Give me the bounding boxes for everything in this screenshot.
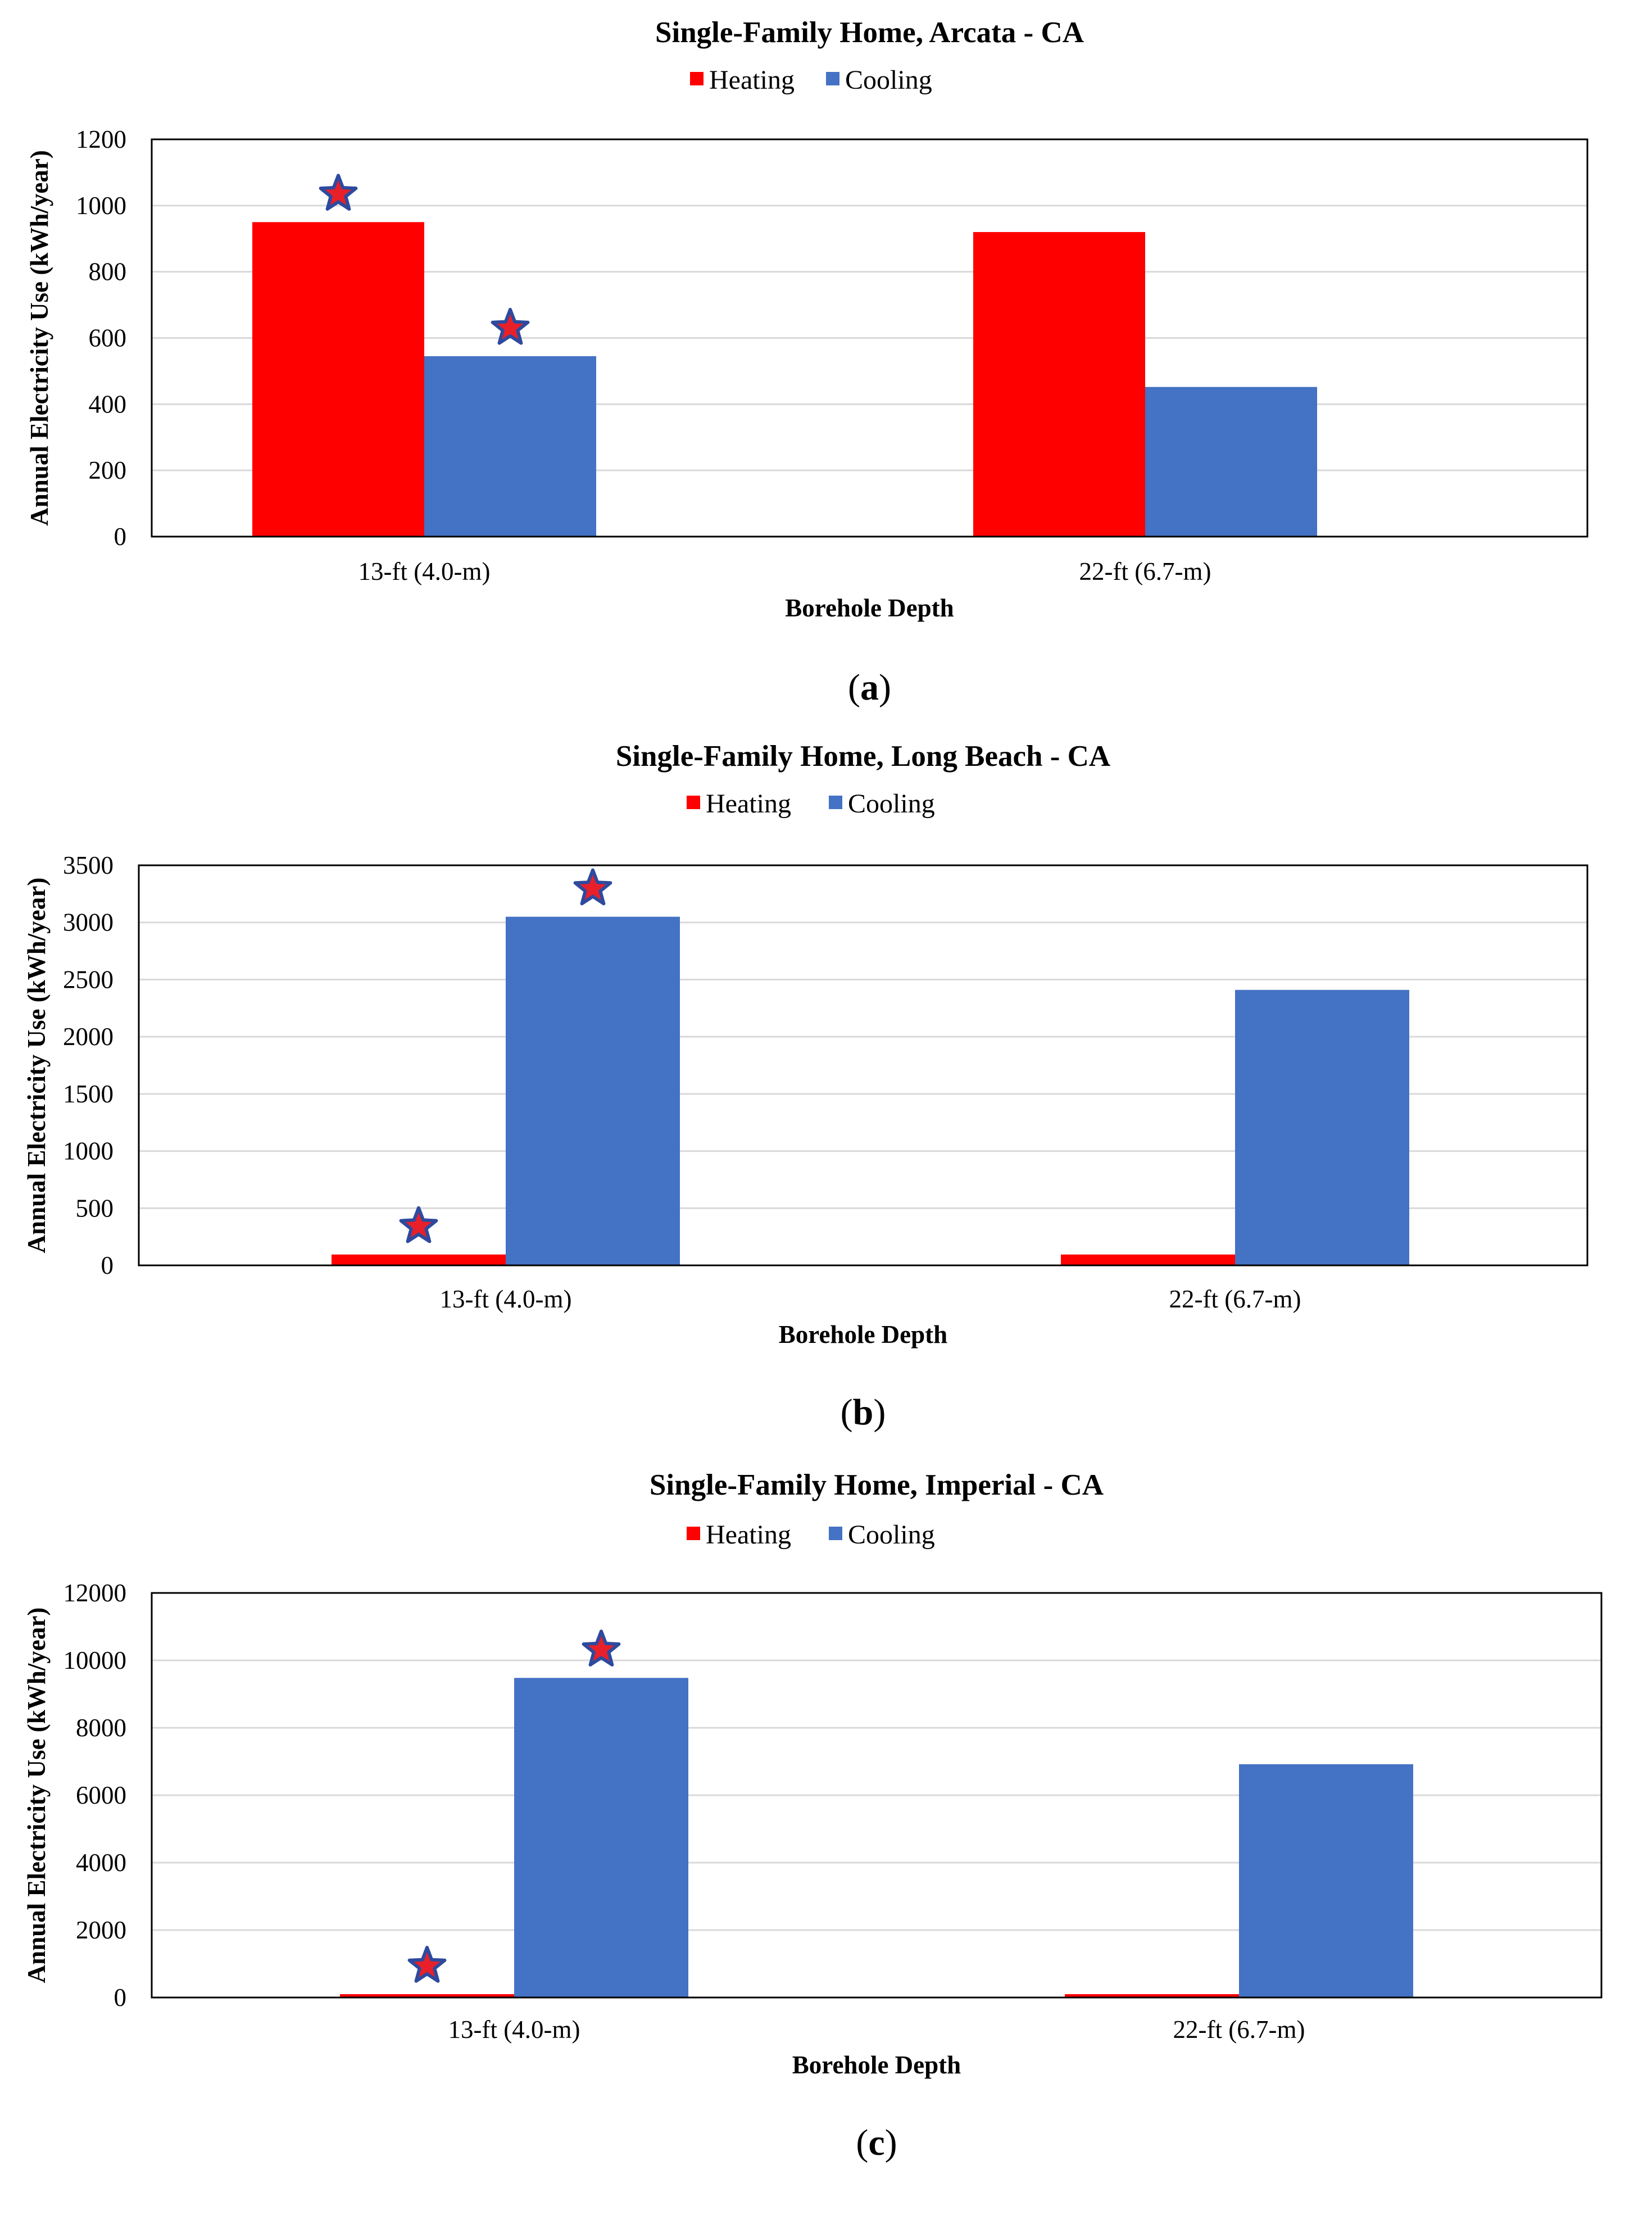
- x-axis-title: Borehole Depth: [779, 1320, 947, 1349]
- y-axis-title: Annual Electricity Use (kWh/year): [25, 150, 53, 526]
- bar-heating-1: [340, 1994, 514, 1998]
- legend-label-cooling: Cooling: [848, 1520, 935, 1550]
- y-tick-label: 6000: [76, 1781, 126, 1809]
- chart-panel-b: Single-Family Home, Long Beach - CA Heati…: [22, 740, 1589, 1433]
- x-tick-label: 13-ft (4.0-m): [448, 2015, 580, 2044]
- y-tick-label: 1000: [76, 192, 126, 220]
- legend: Heating Cooling: [690, 65, 932, 95]
- y-tick-label: 800: [89, 258, 127, 286]
- x-tick-label: 13-ft (4.0-m): [440, 1285, 572, 1313]
- plot-area-frame: [151, 1592, 1603, 1999]
- bar-heating-2: [1061, 1254, 1235, 1265]
- legend-label-heating: Heating: [706, 789, 791, 819]
- legend-swatch-cooling: [829, 796, 842, 809]
- legend-label-cooling: Cooling: [845, 65, 932, 95]
- legend-swatch-cooling: [829, 1527, 842, 1540]
- star-marker: [399, 1206, 438, 1243]
- legend-label-cooling: Cooling: [848, 789, 935, 819]
- bar-cooling-1: [506, 916, 680, 1265]
- star-marker: [582, 1629, 621, 1667]
- y-tick-label: 8000: [76, 1714, 126, 1742]
- legend-label-heating: Heating: [709, 65, 795, 95]
- chart-panel-c: Single-Family Home, Imperial - CA Heating…: [22, 1469, 1603, 2163]
- star-marker: [573, 868, 612, 906]
- panel-caption: (c): [856, 2122, 897, 2163]
- star-marker: [491, 307, 530, 345]
- y-tick-label: 500: [76, 1194, 114, 1222]
- panel-caption: (b): [841, 1392, 886, 1433]
- y-tick-label: 1200: [76, 125, 126, 153]
- y-axis-title: Annual Electricity Use (kWh/year): [22, 1608, 51, 1983]
- chart-title: Single-Family Home, Long Beach - CA: [616, 740, 1110, 773]
- y-tick-label: 0: [114, 1983, 127, 2012]
- y-tick-label: 3500: [63, 851, 114, 879]
- legend: Heating Cooling: [687, 789, 935, 819]
- chart-title: Single-Family Home, Imperial - CA: [650, 1469, 1104, 1501]
- x-axis-title: Borehole Depth: [792, 2051, 961, 2079]
- star-marker: [319, 174, 358, 211]
- y-tick-label: 2000: [63, 1023, 114, 1051]
- plot-area-frame: [138, 864, 1589, 1266]
- x-tick-label: 13-ft (4.0-m): [358, 557, 491, 585]
- chart-title: Single-Family Home, Arcata - CA: [655, 16, 1084, 49]
- bar-heating-1: [332, 1254, 506, 1265]
- y-tick-label: 2000: [76, 1916, 126, 1944]
- y-tick-label: 0: [114, 523, 127, 551]
- legend-swatch-cooling: [826, 72, 839, 85]
- legend: Heating Cooling: [687, 1520, 935, 1550]
- bar-heating-1: [252, 222, 424, 537]
- y-tick-label: 400: [89, 390, 127, 418]
- y-tick-label: 0: [101, 1251, 114, 1279]
- bar-cooling-2: [1145, 387, 1317, 537]
- y-tick-label: 1000: [63, 1137, 114, 1165]
- bar-cooling-1: [424, 356, 596, 537]
- y-tick-label: 3000: [63, 909, 114, 937]
- bar-heating-2: [1065, 1994, 1239, 1998]
- y-axis-title: Annual Electricity Use (kWh/year): [22, 878, 51, 1254]
- panel-caption: (a): [848, 667, 891, 708]
- legend-swatch-heating: [687, 796, 700, 809]
- x-axis-title: Borehole Depth: [785, 594, 954, 622]
- legend-swatch-heating: [687, 1527, 700, 1540]
- plot-area-frame: [151, 138, 1589, 538]
- bar-cooling-1: [514, 1678, 688, 1998]
- y-tick-label: 10000: [63, 1646, 127, 1674]
- y-tick-label: 200: [89, 456, 127, 484]
- legend-label-heating: Heating: [706, 1520, 791, 1550]
- y-tick-label: 2500: [63, 965, 114, 993]
- bar-cooling-2: [1239, 1764, 1413, 1998]
- bar-cooling-2: [1235, 989, 1409, 1265]
- y-tick-label: 12000: [63, 1579, 127, 1607]
- legend-swatch-heating: [690, 72, 704, 85]
- x-tick-label: 22-ft (6.7-m): [1079, 557, 1211, 585]
- chart-panel-a: Single-Family Home, Arcata - CA Heating Co…: [25, 16, 1589, 708]
- y-tick-label: 4000: [76, 1849, 126, 1877]
- bar-heating-2: [973, 231, 1145, 537]
- x-tick-label: 22-ft (6.7-m): [1173, 2015, 1305, 2044]
- y-tick-label: 1500: [63, 1080, 114, 1108]
- y-tick-label: 600: [89, 324, 127, 352]
- x-tick-label: 22-ft (6.7-m): [1169, 1285, 1301, 1313]
- star-marker: [407, 1946, 447, 1983]
